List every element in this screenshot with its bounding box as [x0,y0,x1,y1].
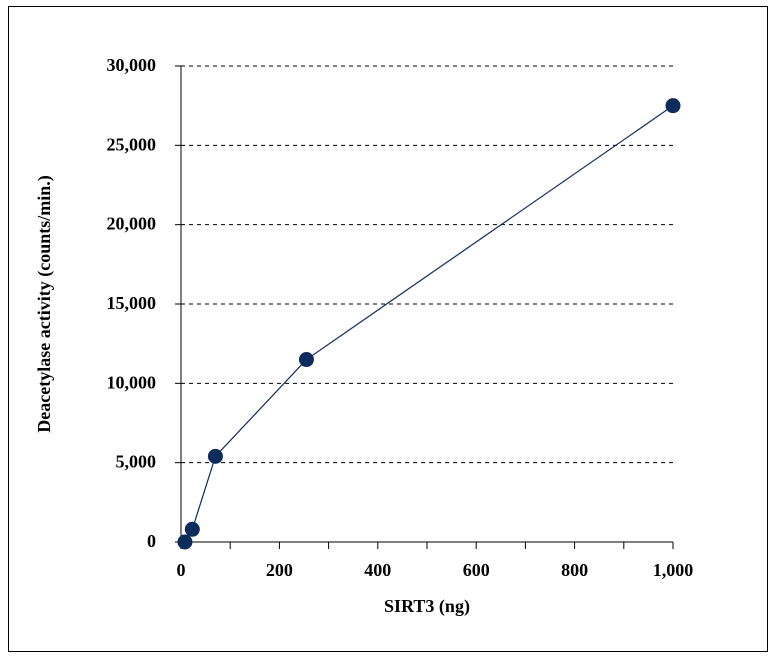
data-point-0-2 [207,448,223,464]
y-tick-label-4: 20,000 [107,214,157,234]
data-point-0-0 [177,534,193,550]
chart-frame [8,6,768,652]
y-tick-label-0: 0 [147,531,156,551]
x-tick-label-2: 400 [364,560,391,580]
tick-labels: 0 5,000 10,000 15,000 20,000 25,000 30,000 0 200… [107,55,694,580]
series-line-0 [184,105,674,543]
x-tick-label-5: 1,000 [653,560,694,580]
x-tick-label-0: 0 [177,560,186,580]
x-tick-label-3: 600 [463,560,490,580]
data-point-0-4 [665,98,681,114]
x-axis-label: SIRT3 (ng) [384,596,470,617]
data-point-0-1 [184,521,200,537]
y-axis-label: Deacetylase activity (counts/min.) [34,175,55,432]
data-series [177,98,681,550]
y-tick-label-6: 30,000 [107,55,157,75]
y-tick-label-5: 25,000 [107,134,157,154]
axes [175,65,674,549]
x-tick-label-4: 800 [561,560,588,580]
x-tick-label-1: 200 [266,560,293,580]
y-tick-label-1: 5,000 [116,452,157,472]
y-tick-label-2: 10,000 [107,372,157,392]
y-tick-label-3: 15,000 [107,293,157,313]
gridlines [181,65,673,464]
data-point-0-3 [298,352,314,368]
